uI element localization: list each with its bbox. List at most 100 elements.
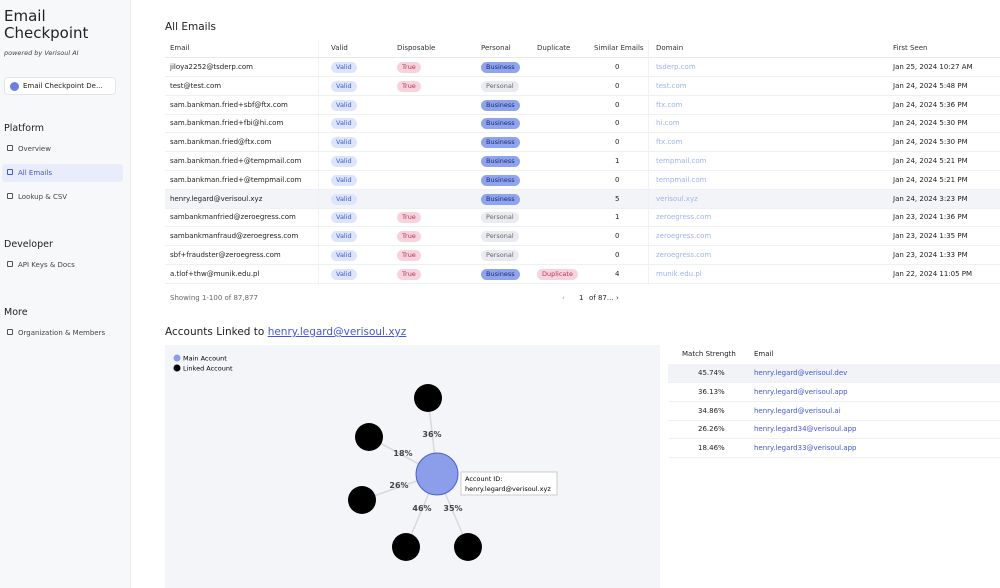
table-row[interactable]: henry.legard@verisoul.xyz Valid Business 5 v… bbox=[165, 189, 1000, 209]
similar-cell: 0 bbox=[615, 138, 620, 147]
linked-email[interactable]: henry.legard@verisoul.xyz bbox=[267, 326, 407, 338]
match-strength: 34.86% bbox=[698, 406, 725, 415]
match-row: 18.46% henry.legard33@verisoul.app bbox=[668, 439, 1000, 459]
email-cell: test@test.com bbox=[170, 81, 222, 90]
header-rule bbox=[165, 57, 1000, 58]
nav-item[interactable]: Lookup & CSV bbox=[18, 193, 68, 201]
nav-icon bbox=[7, 261, 13, 267]
section-title: All Emails bbox=[165, 21, 216, 33]
prev-page[interactable]: ‹ bbox=[562, 294, 565, 302]
sidebar: Email Checkpoint powered by Verisoul AI … bbox=[0, 0, 131, 588]
disposable-cell: True bbox=[397, 212, 421, 224]
similar-cell: 0 bbox=[615, 232, 620, 241]
match-row: 36.13% henry.legard@verisoul.app bbox=[668, 383, 1000, 402]
table-row[interactable]: a.tlof+thw@munik.edu.pl Valid True Business… bbox=[165, 265, 1000, 284]
table-row[interactable]: sam.bankman.fried+sbf@ftx.com Valid Busine… bbox=[165, 96, 1000, 115]
nav-item[interactable]: Organization & Members bbox=[18, 329, 106, 337]
legend-dot bbox=[173, 354, 181, 362]
match-email[interactable]: henry.legard34@verisoul.app bbox=[754, 425, 857, 434]
match-strength: 36.13% bbox=[698, 387, 725, 396]
domain-cell: tsderp.com bbox=[656, 63, 696, 71]
nav-heading: More bbox=[4, 307, 28, 318]
linked-node bbox=[348, 486, 376, 514]
domain-cell: test.com bbox=[656, 81, 687, 90]
domain-cell: munik.edu.pl bbox=[656, 269, 702, 278]
domain-cell: zeroegress.com bbox=[656, 213, 712, 222]
tooltip-value: henry.legard@verisoul.xyz bbox=[465, 485, 551, 493]
table-row[interactable]: sbf+fraudster@zeroegress.com Valid True Per… bbox=[165, 246, 1000, 265]
disposable-cell: True bbox=[397, 80, 421, 92]
valid-cell: Valid bbox=[331, 193, 357, 205]
table-row[interactable]: sambankmanfried@zeroegress.com Valid True P… bbox=[165, 208, 1000, 228]
personal-cell: Business bbox=[481, 268, 520, 280]
nav-icon bbox=[7, 169, 13, 175]
page-number[interactable]: 1 bbox=[579, 294, 584, 302]
first-seen-cell: Jan 24, 2024 3:23 PM bbox=[893, 194, 968, 203]
domain-cell: ftx.com bbox=[656, 138, 683, 147]
personal-cell: Personal bbox=[481, 80, 519, 92]
similar-cell: 4 bbox=[615, 269, 620, 278]
first-seen-cell: Jan 24, 2024 5:21 PM bbox=[893, 157, 968, 165]
nav-icon bbox=[7, 145, 13, 151]
table-row[interactable]: sam.bankman.fried@ftx.com Valid Business 0 f… bbox=[165, 133, 1000, 153]
edge-label: 35% bbox=[443, 504, 462, 513]
personal-cell: Business bbox=[481, 174, 520, 186]
first-seen-cell: Jan 24, 2024 5:36 PM bbox=[893, 100, 968, 109]
column-header: Similar Emails bbox=[594, 44, 644, 52]
nav-item[interactable]: API Keys & Docs bbox=[18, 261, 75, 269]
workspace-selector[interactable]: Email Checkpoint De... bbox=[4, 77, 116, 95]
first-seen-cell: Jan 23, 2024 1:36 PM bbox=[893, 213, 968, 222]
valid-cell: Valid bbox=[331, 268, 357, 280]
personal-cell: Personal bbox=[481, 231, 519, 243]
first-seen-cell: Jan 23, 2024 1:33 PM bbox=[893, 251, 968, 259]
table-row[interactable]: sam.bankman.fried+@tempmail.com Valid Busi… bbox=[165, 152, 1000, 171]
similar-cell: 0 bbox=[615, 100, 620, 109]
email-cell: henry.legard@verisoul.xyz bbox=[170, 194, 263, 203]
nav-item[interactable]: All Emails bbox=[2, 164, 123, 182]
table-row[interactable]: sambankmanfraud@zeroegress.com Valid True P… bbox=[165, 227, 1000, 247]
legend-dot bbox=[173, 364, 181, 372]
similar-cell: 5 bbox=[615, 194, 620, 203]
match-header: Match Strength bbox=[682, 350, 736, 358]
email-cell: sam.bankman.fried+@tempmail.com bbox=[170, 175, 302, 184]
email-cell: sam.bankman.fried@ftx.com bbox=[170, 138, 272, 147]
first-seen-cell: Jan 24, 2024 5:21 PM bbox=[893, 175, 968, 184]
personal-cell: Business bbox=[481, 193, 520, 205]
match-email[interactable]: henry.legard@verisoul.ai bbox=[754, 406, 841, 415]
domain-cell: ftx.com bbox=[656, 100, 683, 109]
edge-label: 18% bbox=[393, 449, 412, 458]
match-email[interactable]: henry.legard@verisoul.app bbox=[754, 387, 848, 396]
table-row[interactable]: test@test.com Valid True Personal 0 test.com J… bbox=[165, 77, 1000, 96]
table-row[interactable]: sam.bankman.fried+@tempmail.com Valid Busi… bbox=[165, 171, 1000, 190]
domain-cell: zeroegress.com bbox=[656, 232, 712, 241]
table-row[interactable]: jiloya2252@tsderp.com Valid True Business 0 t… bbox=[165, 58, 1000, 77]
legend-label: Linked Account bbox=[183, 365, 233, 373]
match-email[interactable]: henry.legard@verisoul.dev bbox=[754, 369, 848, 377]
similar-cell: 1 bbox=[615, 213, 620, 222]
valid-cell: Valid bbox=[331, 250, 357, 261]
match-strength: 26.26% bbox=[698, 425, 725, 434]
table-row[interactable]: sam.bankman.fried+fbi@hi.com Valid Busines… bbox=[165, 114, 1000, 134]
domain-cell: verisoul.xyz bbox=[656, 194, 698, 203]
column-header: Email bbox=[170, 44, 190, 52]
linked-node bbox=[454, 533, 482, 561]
first-seen-cell: Jan 22, 2024 11:05 PM bbox=[893, 269, 973, 278]
tooltip-label: Account ID: bbox=[465, 475, 502, 483]
linked-node bbox=[392, 533, 420, 561]
next-page[interactable]: › bbox=[616, 294, 619, 302]
nav-item[interactable]: Overview bbox=[18, 145, 51, 153]
match-email[interactable]: henry.legard33@verisoul.app bbox=[754, 444, 857, 453]
email-cell: sambankmanfried@zeroegress.com bbox=[170, 213, 296, 222]
linked-title: Accounts Linked to henry.legard@verisoul… bbox=[165, 326, 406, 338]
match-row: 45.74% henry.legard@verisoul.dev bbox=[668, 364, 1000, 383]
match-header: Email bbox=[754, 350, 774, 358]
domain-cell: zeroegress.com bbox=[656, 251, 712, 259]
similar-cell: 0 bbox=[615, 251, 620, 259]
email-cell: sbf+fraudster@zeroegress.com bbox=[170, 251, 281, 259]
valid-cell: Valid bbox=[331, 137, 357, 149]
valid-cell: Valid bbox=[331, 212, 357, 224]
domain-cell: tempmail.com bbox=[656, 157, 707, 165]
column-divider bbox=[318, 40, 319, 285]
workspace-icon bbox=[10, 82, 19, 91]
